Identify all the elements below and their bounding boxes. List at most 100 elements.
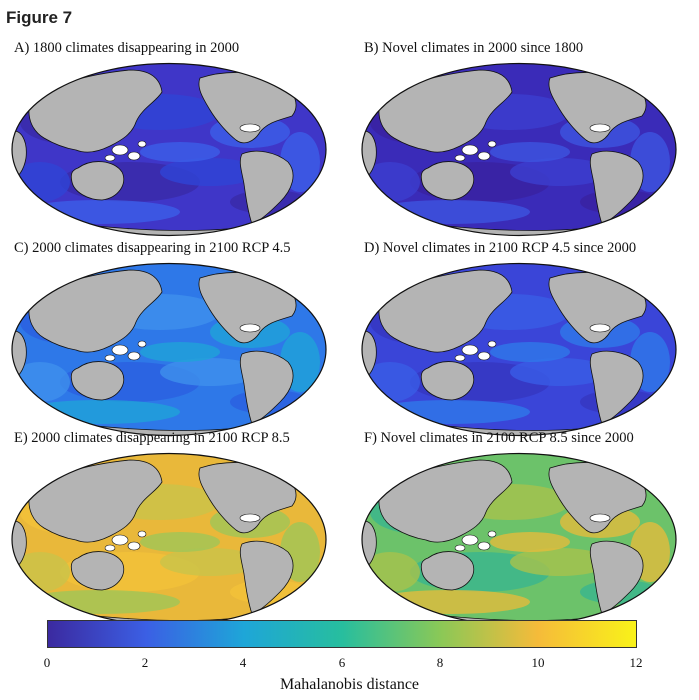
- island: [454, 544, 466, 552]
- map-outline: [11, 262, 327, 437]
- land-greenland: [639, 75, 659, 94]
- world-map: [11, 452, 327, 627]
- island: [127, 541, 141, 551]
- land-australia: [420, 161, 475, 201]
- island: [137, 140, 147, 148]
- panel-title: E) 2000 climates disappearing in 2100 RC…: [14, 430, 290, 446]
- land-australia: [420, 361, 475, 401]
- colorbar-tick: 2: [141, 655, 149, 670]
- island: [111, 534, 129, 546]
- island: [137, 530, 147, 538]
- land-asia: [378, 69, 513, 153]
- map-outline: [361, 62, 677, 237]
- island: [104, 154, 116, 162]
- island: [461, 344, 479, 356]
- ocean-field: [160, 358, 260, 386]
- colorbar-tick: 6: [338, 655, 346, 670]
- panel-d: D) Novel climates in 2100 RCP 4.5 since …: [352, 240, 682, 445]
- land-asia: [28, 69, 163, 153]
- land-greenland: [289, 465, 309, 484]
- world-map: [11, 62, 327, 237]
- panel-title: D) Novel climates in 2100 RCP 4.5 since …: [364, 240, 637, 256]
- colorbar-tick: 10: [531, 655, 545, 670]
- map-outline: [361, 262, 677, 437]
- land-australia: [420, 551, 475, 591]
- ocean-field: [160, 158, 260, 186]
- land-australia: [70, 551, 125, 591]
- land-samerica: [239, 350, 294, 425]
- panel-title: A) 1800 climates disappearing in 2000: [14, 40, 240, 56]
- land-asia: [378, 459, 513, 543]
- island: [239, 323, 261, 333]
- panel-b: B) Novel climates in 2000 since 1800: [352, 40, 682, 245]
- island: [461, 534, 479, 546]
- ocean-field: [140, 342, 220, 362]
- island: [487, 530, 497, 538]
- island: [477, 541, 491, 551]
- ocean-field: [370, 200, 530, 224]
- island: [239, 123, 261, 133]
- world-map: [361, 62, 677, 237]
- colorbar-label: Mahalanobis distance: [279, 676, 420, 693]
- island: [454, 154, 466, 162]
- ocean-field: [510, 548, 610, 576]
- map-outline: [11, 62, 327, 237]
- land-samerica: [589, 350, 644, 425]
- ocean-field: [140, 532, 220, 552]
- world-map: [361, 262, 677, 437]
- ocean-field: [140, 142, 220, 162]
- island: [127, 151, 141, 161]
- land-greenland: [639, 275, 659, 294]
- land-australia: [70, 161, 125, 201]
- ocean-field: [510, 358, 610, 386]
- panel-c: C) 2000 climates disappearing in 2100 RC…: [2, 240, 332, 445]
- island: [104, 544, 116, 552]
- land-samerica: [239, 150, 294, 225]
- island: [487, 340, 497, 348]
- island: [454, 354, 466, 362]
- ocean-field: [20, 590, 180, 614]
- colorbar: [47, 620, 637, 648]
- island: [477, 351, 491, 361]
- ocean-field: [20, 200, 180, 224]
- world-map: [361, 452, 677, 627]
- colorbar-tick: 0: [43, 655, 51, 670]
- island: [461, 144, 479, 156]
- island: [477, 151, 491, 161]
- panel-title: B) Novel climates in 2000 since 1800: [364, 40, 584, 56]
- land-greenland: [289, 75, 309, 94]
- ocean-field: [490, 142, 570, 162]
- panel-a: A) 1800 climates disappearing in 2000: [2, 40, 332, 245]
- ocean-field: [510, 158, 610, 186]
- ocean-field: [160, 548, 260, 576]
- ocean-field: [370, 400, 530, 424]
- land-greenland: [289, 275, 309, 294]
- ocean-field: [490, 342, 570, 362]
- land-asia: [28, 459, 163, 543]
- land-greenland: [639, 465, 659, 484]
- land-samerica: [589, 150, 644, 225]
- land-samerica: [589, 540, 644, 615]
- island: [487, 140, 497, 148]
- colorbar-tick: 8: [436, 655, 444, 670]
- ocean-field: [490, 532, 570, 552]
- colorbar-tick: 4: [239, 655, 247, 670]
- land-asia: [378, 269, 513, 353]
- island: [111, 144, 129, 156]
- panel-title: F) Novel climates in 2100 RCP 8.5 since …: [364, 430, 634, 446]
- land-australia: [70, 361, 125, 401]
- island: [127, 351, 141, 361]
- world-map: [11, 262, 327, 437]
- island: [111, 344, 129, 356]
- panel-f: F) Novel climates in 2100 RCP 8.5 since …: [352, 430, 682, 635]
- island: [589, 323, 611, 333]
- land-samerica: [239, 540, 294, 615]
- island: [589, 123, 611, 133]
- ocean-field: [370, 590, 530, 614]
- colorbar-tick: 12: [629, 655, 643, 670]
- ocean-field: [20, 400, 180, 424]
- panel-e: E) 2000 climates disappearing in 2100 RC…: [2, 430, 332, 635]
- land-asia: [28, 269, 163, 353]
- island: [137, 340, 147, 348]
- figure-title: Figure 7: [6, 8, 73, 27]
